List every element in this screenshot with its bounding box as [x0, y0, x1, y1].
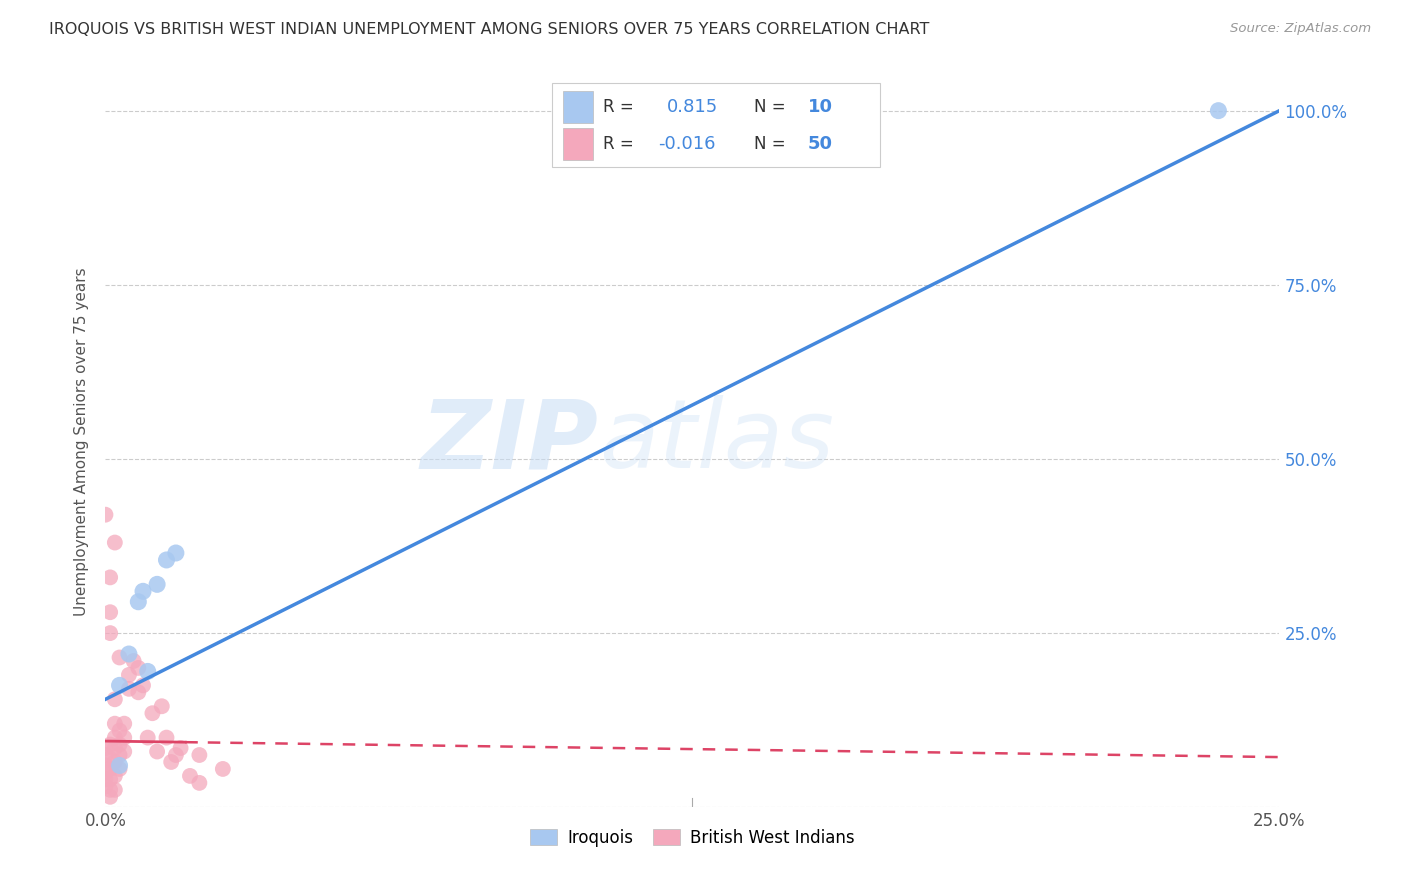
Point — [108, 758, 131, 772]
Point — [122, 654, 145, 668]
Point — [146, 577, 169, 591]
Point — [98, 789, 121, 804]
Point — [98, 626, 121, 640]
Point — [118, 681, 141, 696]
Point — [104, 769, 127, 783]
Point — [104, 741, 127, 756]
Text: 0.815: 0.815 — [666, 98, 718, 116]
Text: IROQUOIS VS BRITISH WEST INDIAN UNEMPLOYMENT AMONG SENIORS OVER 75 YEARS CORRELA: IROQUOIS VS BRITISH WEST INDIAN UNEMPLOY… — [49, 22, 929, 37]
Point — [104, 782, 127, 797]
Point — [108, 650, 131, 665]
Point — [165, 546, 187, 560]
Point — [104, 692, 127, 706]
Point — [155, 731, 177, 745]
Y-axis label: Unemployment Among Seniors over 75 years: Unemployment Among Seniors over 75 years — [75, 268, 90, 615]
Point — [150, 699, 173, 714]
Text: R =: R = — [603, 98, 640, 116]
FancyBboxPatch shape — [551, 83, 880, 168]
Text: Source: ZipAtlas.com: Source: ZipAtlas.com — [1230, 22, 1371, 36]
Point — [188, 776, 211, 790]
Point — [1208, 103, 1230, 118]
Point — [94, 747, 117, 762]
Text: R =: R = — [603, 135, 640, 153]
Point — [108, 762, 131, 776]
Point — [112, 745, 135, 759]
Point — [136, 731, 159, 745]
Point — [98, 738, 121, 752]
Text: 10: 10 — [807, 98, 832, 116]
Point — [165, 747, 187, 762]
Point — [141, 706, 163, 721]
Point — [104, 731, 127, 745]
Point — [112, 731, 135, 745]
Point — [98, 570, 121, 584]
Point — [127, 685, 149, 699]
Point — [108, 747, 131, 762]
Text: -0.016: -0.016 — [658, 135, 716, 153]
Point — [98, 605, 121, 619]
Point — [94, 772, 117, 787]
Legend: Iroquois, British West Indians: Iroquois, British West Indians — [524, 822, 860, 854]
Point — [132, 678, 155, 692]
Point — [98, 782, 121, 797]
Point — [160, 755, 183, 769]
Point — [94, 765, 117, 780]
Point — [104, 535, 127, 549]
Point — [108, 723, 131, 738]
Point — [188, 747, 211, 762]
Text: ZIP: ZIP — [420, 395, 599, 488]
Point — [98, 762, 121, 776]
Point — [118, 668, 141, 682]
Point — [94, 741, 117, 756]
Point — [108, 678, 131, 692]
Point — [127, 661, 149, 675]
Point — [127, 595, 149, 609]
Text: 50: 50 — [807, 135, 832, 153]
Point — [155, 553, 177, 567]
Point — [211, 762, 233, 776]
Point — [146, 745, 169, 759]
Point — [132, 584, 155, 599]
Point — [136, 665, 159, 679]
Point — [169, 741, 191, 756]
Point — [179, 769, 201, 783]
Point — [104, 716, 127, 731]
FancyBboxPatch shape — [564, 91, 593, 123]
Point — [98, 772, 121, 787]
Point — [98, 751, 121, 765]
Point — [118, 647, 141, 661]
Point — [108, 738, 131, 752]
FancyBboxPatch shape — [564, 128, 593, 160]
Text: atlas: atlas — [599, 395, 834, 488]
Point — [112, 716, 135, 731]
Point — [104, 755, 127, 769]
Point — [94, 780, 117, 794]
Text: N =: N = — [754, 135, 790, 153]
Text: N =: N = — [754, 98, 790, 116]
Point — [94, 758, 117, 772]
Point — [94, 508, 117, 522]
